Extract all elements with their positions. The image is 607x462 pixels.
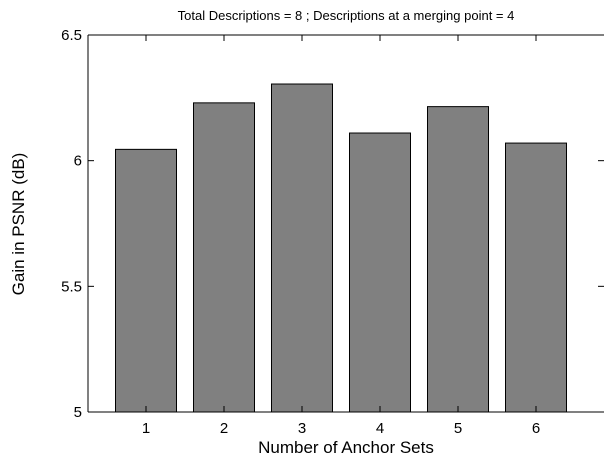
y-tick-label: 5.5 (61, 278, 82, 295)
x-axis-ticks: 1 2 3 4 5 6 (142, 35, 540, 437)
bar-1 (115, 148, 177, 413)
x-tick-label: 4 (376, 420, 384, 437)
x-tick-label: 6 (532, 420, 540, 437)
x-axis-label: Number of Anchor Sets (258, 438, 434, 457)
y-tick-label: 6 (74, 153, 82, 170)
y-tick-label: 5 (74, 404, 82, 421)
x-tick-label: 2 (220, 420, 228, 437)
chart-title: Total Descriptions = 8 ; Descriptions at… (178, 8, 515, 23)
x-tick-label: 1 (142, 420, 150, 437)
y-axis-ticks: 5 5.5 6 6.5 (61, 27, 604, 421)
bar-6 (505, 142, 567, 413)
bars (115, 83, 567, 413)
bar-5 (427, 106, 489, 413)
bar-3 (271, 83, 333, 413)
x-tick-label: 3 (298, 420, 306, 437)
y-tick-label: 6.5 (61, 27, 82, 44)
bar-2 (193, 102, 255, 413)
y-axis-label: Gain in PSNR (dB) (9, 153, 28, 296)
bar-4 (349, 132, 411, 413)
x-tick-label: 5 (454, 420, 462, 437)
